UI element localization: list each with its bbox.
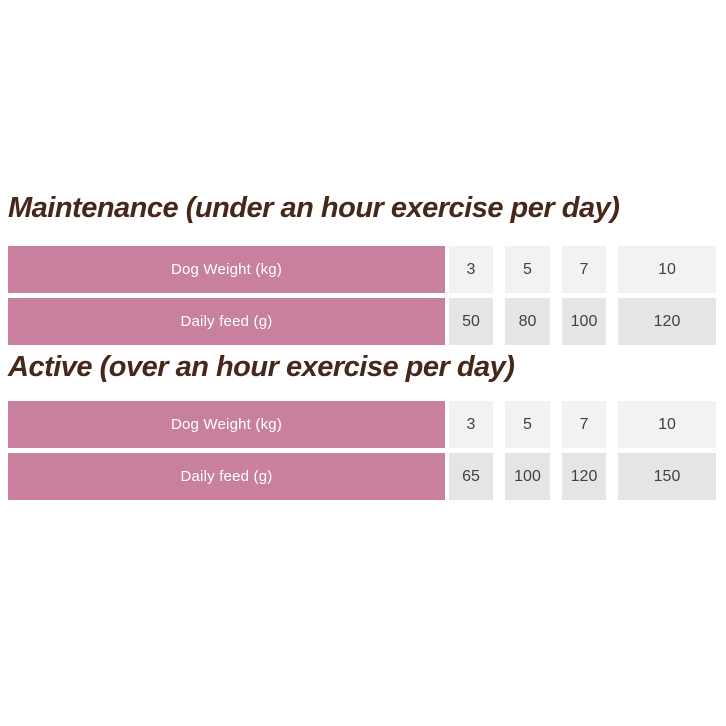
active-heading: Active (over an hour exercise per day) <box>8 351 515 383</box>
value-cell: 100 <box>562 298 606 345</box>
value-cell: 10 <box>618 401 716 448</box>
active-section: Active (over an hour exercise per day) D… <box>0 350 726 500</box>
value-cell: 3 <box>449 246 493 293</box>
value-cell: 50 <box>449 298 493 345</box>
value-cell: 10 <box>618 246 716 293</box>
value-cell: 7 <box>562 246 606 293</box>
table-row-dog-weight: Dog Weight (kg) 3 5 7 10 <box>8 246 726 293</box>
row-label: Dog Weight (kg) <box>8 246 445 293</box>
maintenance-section: Maintenance (under an hour exercise per … <box>0 191 726 345</box>
value-cell: 7 <box>562 401 606 448</box>
value-cell: 100 <box>505 453 550 500</box>
value-cell: 65 <box>449 453 493 500</box>
row-label: Daily feed (g) <box>8 453 445 500</box>
value-cell: 5 <box>505 401 550 448</box>
value-cell: 120 <box>618 298 716 345</box>
maintenance-heading: Maintenance (under an hour exercise per … <box>8 192 620 224</box>
row-label: Dog Weight (kg) <box>8 401 445 448</box>
maintenance-table: Dog Weight (kg) 3 5 7 10 Daily feed (g) … <box>8 246 726 345</box>
active-table: Dog Weight (kg) 3 5 7 10 Daily feed (g) … <box>8 401 726 500</box>
value-cell: 120 <box>562 453 606 500</box>
value-cell: 150 <box>618 453 716 500</box>
value-cell: 5 <box>505 246 550 293</box>
row-label: Daily feed (g) <box>8 298 445 345</box>
table-row-daily-feed: Daily feed (g) 50 80 100 120 <box>8 298 726 345</box>
value-cell: 3 <box>449 401 493 448</box>
value-cell: 80 <box>505 298 550 345</box>
table-row-dog-weight: Dog Weight (kg) 3 5 7 10 <box>8 401 726 448</box>
table-row-daily-feed: Daily feed (g) 65 100 120 150 <box>8 453 726 500</box>
